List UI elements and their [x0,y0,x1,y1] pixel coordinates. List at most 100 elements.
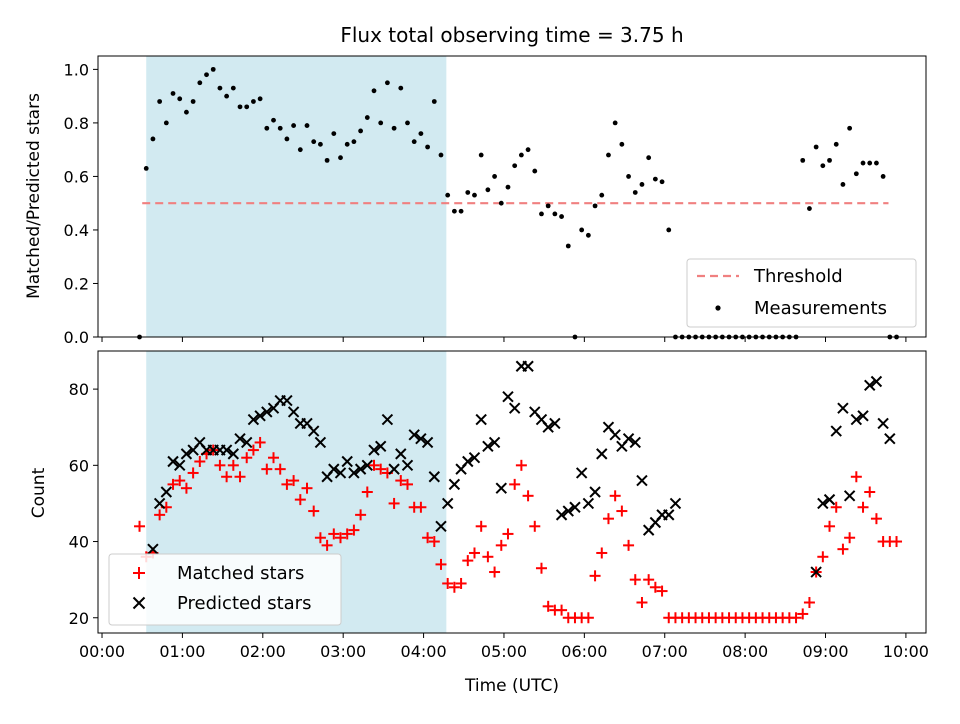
predicted-star-point [870,375,883,388]
predicted-star-point [850,413,863,426]
measurement-point [398,85,404,91]
predicted-star-point [502,391,514,403]
matched-star-point [857,501,869,513]
measurement-point [170,91,176,96]
predicted-star-point [220,444,233,456]
measurement-point [545,203,551,209]
measurement-point [318,141,323,147]
measurement-point [431,99,437,104]
measurement-point [626,174,631,179]
measurement-point [518,152,524,158]
matched-star-point [422,532,434,544]
measurement-point [592,203,598,209]
matched-star-point [375,463,387,475]
matched-star-point [361,486,373,498]
measurement-point [143,166,149,171]
matched-star-point [247,444,259,456]
x-axis-label: Time (UTC) [464,676,559,696]
predicted-star-point [281,394,293,407]
y-tick-label: 0.6 [64,167,89,186]
matched-star-point [261,463,273,475]
matched-star-point [844,532,856,544]
count-x-ticks: 00:00 01:00 02:00 03:00 04:00 05:00 06:00 07:00… [79,633,929,661]
x-tick-label: 07:00 [642,642,688,661]
count-plot-frame [97,350,927,634]
predicted-star-point [415,432,427,445]
measurement-point [197,80,203,86]
predicted-star-point [810,566,822,578]
y-tick-label: 20 [69,609,89,628]
matched-star-point [837,543,849,555]
predicted-star-point [596,448,608,460]
matched-star-point [180,482,192,494]
measurement-point [612,120,618,126]
predicted-star-point [522,360,534,372]
matched-star-point [234,471,246,483]
matched-star-point [187,467,199,479]
measurement-point [807,206,812,211]
matched-star-point [388,497,400,509]
measurement-point [190,99,196,104]
measurement-point [853,171,859,177]
measurement-point [230,85,236,91]
matched-star-point [830,501,842,513]
measurement-point [813,144,819,150]
predicted-star-point [482,440,494,452]
measurement-point [639,182,645,187]
measurement-point [485,187,491,193]
measurement-point [264,125,270,131]
matched-star-point [850,471,862,483]
measurement-point [384,80,390,86]
x-tick-label: 03:00 [320,642,366,661]
predicted-star-point [348,467,360,479]
predicted-star-point [495,482,507,494]
measurement-point [492,174,497,179]
matched-star-point [214,459,226,471]
y-tick-label: 80 [69,380,89,399]
matched-star-point [455,577,467,589]
predicted-star-point [421,436,434,449]
y-tick-label: 0.4 [64,221,89,240]
measurement-point [827,157,832,163]
predicted-star-point [575,467,588,479]
predicted-star-point [830,425,842,437]
matched-star-point [308,505,320,517]
measurement-point [652,176,658,182]
measurement-point [297,147,303,153]
measurement-point [874,160,879,166]
legend-measurements-label: Measurements [754,298,887,319]
ratio-x-ticks [101,337,907,342]
matched-star-point [395,475,407,487]
predicted-star-point [328,463,340,475]
measurement-point [880,174,886,179]
y-tick-label: 1.0 [64,60,89,79]
matched-star-point [428,536,440,548]
predicted-star-point [582,497,595,510]
matched-star-point [448,581,460,593]
measurement-point [585,232,591,238]
predicted-star-point [287,406,300,418]
measurement-point [539,211,544,217]
matched-star-point [254,436,266,448]
measurement-point [304,123,310,128]
measurement-point [157,99,163,104]
predicted-star-point [549,417,561,430]
measurement-point [358,128,364,134]
measurement-point [210,66,216,72]
matched-star-point [509,478,521,490]
predicted-star-point [823,493,836,506]
measurement-point [458,208,464,214]
predicted-star-point [857,410,869,422]
measurement-point [418,131,424,137]
matched-star-point [596,547,608,559]
x-tick-label: 02:00 [240,642,286,661]
measurement-point [599,192,605,198]
matched-star-point [154,509,166,521]
measurement-point [257,96,263,102]
matched-star-point [797,608,809,620]
predicted-star-point [180,448,193,460]
chart-title: Flux total observing time = 3.75 h [340,23,683,47]
predicted-star-point [254,410,266,422]
x-tick-label: 09:00 [802,642,848,661]
y-tick-label: 0.0 [64,328,89,347]
